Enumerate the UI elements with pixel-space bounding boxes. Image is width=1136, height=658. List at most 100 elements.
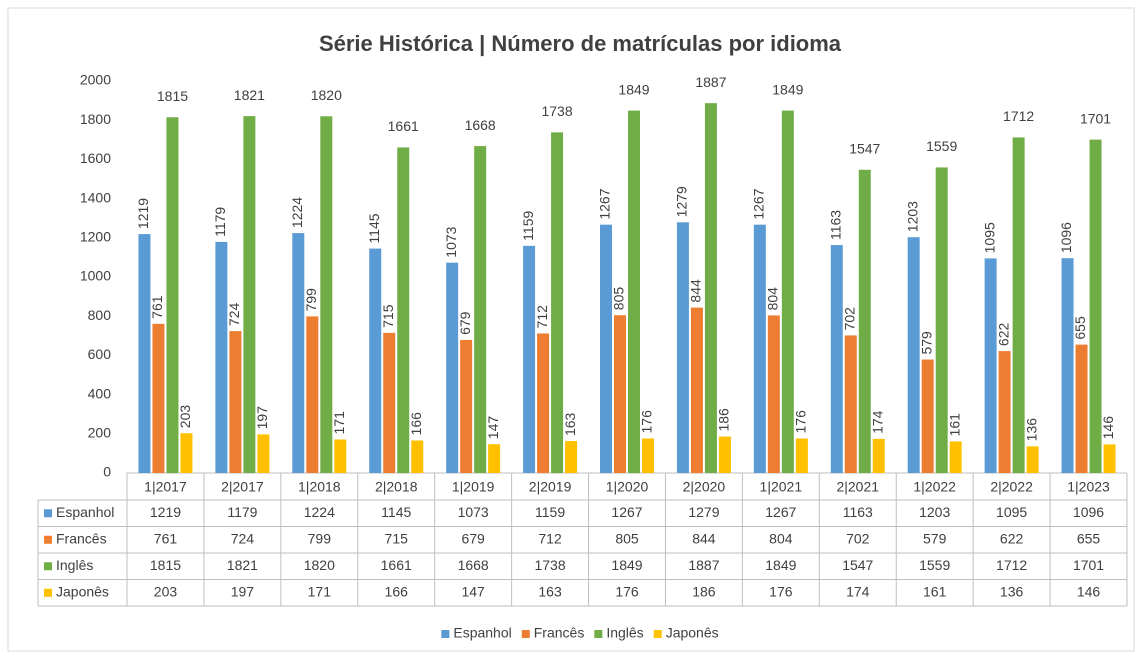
table-cell: 1821: [227, 557, 258, 573]
data-label: 176: [793, 410, 809, 434]
x-tick-label: 2|2020: [683, 479, 726, 495]
data-label: 1887: [695, 74, 726, 90]
bar: [537, 333, 550, 473]
table-cell: 1887: [688, 557, 719, 573]
data-label: 176: [639, 410, 655, 434]
table-cell: 136: [1000, 583, 1024, 599]
data-label: 171: [331, 411, 347, 435]
x-tick-label: 1|2023: [1067, 479, 1110, 495]
bar: [1061, 258, 1074, 473]
table-cell: 799: [308, 530, 332, 546]
bar: [1012, 137, 1025, 473]
table-cell: 1712: [996, 557, 1027, 573]
bar: [998, 351, 1011, 473]
table-cell: 1701: [1073, 557, 1104, 573]
legend-key: [44, 562, 52, 571]
data-label: 146: [1100, 416, 1116, 440]
table-cell: 712: [538, 530, 562, 546]
bar: [383, 332, 396, 473]
data-label: 1267: [751, 188, 767, 219]
data-label: 1179: [212, 207, 228, 237]
data-label: 1279: [674, 186, 690, 217]
table-cell: 1849: [765, 557, 796, 573]
data-label: 844: [688, 279, 704, 303]
table-cell: 679: [461, 530, 485, 546]
bar: [1026, 446, 1039, 473]
data-label: 1820: [311, 87, 342, 103]
table-cell: 1668: [458, 557, 489, 573]
x-tick-label: 2|2021: [836, 479, 879, 495]
bar: [152, 323, 165, 473]
row-label: Francês: [56, 530, 107, 546]
data-label: 1267: [597, 188, 613, 219]
x-tick-label: 1|2020: [606, 479, 649, 495]
data-label: 712: [534, 305, 550, 329]
table-cell: 804: [769, 530, 793, 546]
x-tick-label: 1|2018: [298, 479, 341, 495]
table-cell: 702: [846, 530, 870, 546]
bar: [949, 441, 962, 473]
bar: [676, 222, 689, 473]
data-label: 1849: [618, 81, 649, 97]
data-label: 1145: [366, 213, 382, 243]
legend-label: Inglês: [606, 625, 643, 641]
data-label: 1661: [388, 118, 419, 134]
table-cell: 715: [385, 530, 409, 546]
y-tick-label: 800: [88, 307, 112, 323]
data-label: 1096: [1058, 222, 1074, 253]
y-tick-label: 1200: [80, 229, 111, 245]
y-tick-label: 200: [88, 425, 112, 441]
table-cell: 761: [154, 530, 178, 546]
y-tick-label: 1600: [80, 150, 111, 166]
data-label: 805: [611, 287, 627, 311]
data-label: 1163: [827, 210, 843, 240]
legend-swatch: [594, 630, 603, 638]
bar: [844, 335, 857, 473]
table-cell: 197: [231, 583, 255, 599]
y-tick-label: 1000: [80, 268, 111, 284]
data-label: 1738: [541, 103, 572, 119]
table-cell: 1073: [458, 504, 489, 520]
bar: [830, 245, 843, 473]
data-label: 166: [408, 412, 424, 436]
bar: [551, 132, 564, 474]
legend-swatch: [521, 630, 530, 638]
table-cell: 1219: [150, 504, 181, 520]
bar: [243, 116, 256, 474]
table-cell: 1163: [843, 504, 873, 520]
data-label: 1203: [904, 201, 920, 232]
legend-swatch: [653, 630, 662, 638]
legend-item: Espanhol: [441, 625, 512, 641]
bar: [718, 436, 731, 473]
table-cell: 1267: [611, 504, 642, 520]
bar: [984, 258, 997, 473]
data-label: 1815: [157, 88, 188, 104]
bar: [565, 441, 578, 473]
table-cell: 1547: [842, 557, 873, 573]
data-label: 679: [457, 311, 473, 335]
bar: [334, 439, 347, 473]
legend-swatch: [441, 630, 450, 638]
data-label: 1668: [465, 117, 496, 133]
row-label: Inglês: [56, 557, 93, 573]
legend-key: [44, 588, 52, 597]
table-cell: 171: [308, 583, 332, 599]
data-label: 163: [562, 412, 578, 436]
data-label: 174: [869, 410, 885, 434]
y-tick-label: 2000: [80, 72, 111, 88]
row-label: Espanhol: [56, 504, 114, 520]
table-cell: 146: [1077, 583, 1101, 599]
bar: [872, 438, 885, 473]
table-cell: 186: [692, 583, 716, 599]
table-cell: 622: [1000, 530, 1024, 546]
x-tick-label: 2|2022: [990, 479, 1033, 495]
table-cell: 1279: [688, 504, 719, 520]
bar: [600, 224, 612, 473]
table-cell: 579: [923, 530, 947, 546]
x-tick-label: 1|2022: [913, 479, 956, 495]
bar: [215, 241, 228, 473]
bar: [180, 433, 193, 473]
data-label: 761: [149, 295, 165, 319]
y-tick-label: 1400: [80, 189, 111, 205]
table-cell: 1145: [381, 504, 411, 520]
